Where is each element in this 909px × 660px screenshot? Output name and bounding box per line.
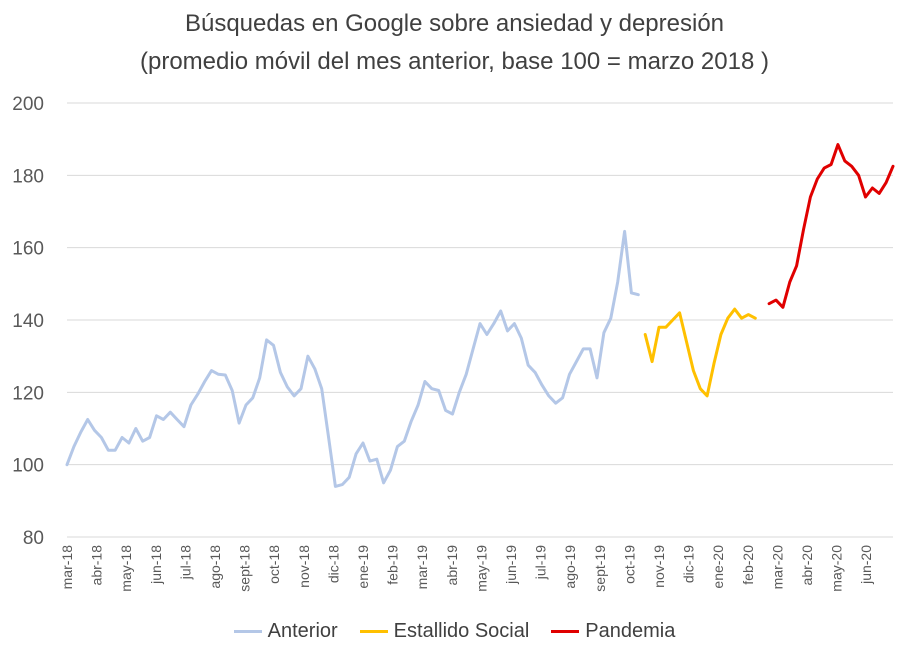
x-tick-label: jun-19 (503, 545, 519, 585)
gridlines (67, 102, 893, 538)
x-tick-label: jun-18 (148, 545, 164, 585)
x-tick-label: dic-18 (325, 545, 341, 583)
legend-item-anterior: Anterior (233, 620, 338, 643)
y-tick-label: 160 (12, 239, 44, 260)
x-tick-label: ago-19 (562, 545, 578, 589)
y-tick-label: 100 (12, 456, 44, 477)
y-tick-label: 80 (23, 528, 44, 549)
chart-title: Búsquedas en Google sobre ansiedad y dep… (184, 10, 725, 37)
x-tick-label: may-18 (118, 545, 134, 592)
x-tick-label: oct-18 (266, 545, 282, 584)
legend: Anterior Estallido Social Pandemia (0, 620, 909, 643)
x-tick-label: abr-19 (444, 545, 460, 586)
x-tick-label: abr-20 (799, 545, 815, 586)
x-axis-ticks: mar-18 abr-18 may-18 jun-18 jul-18 ago-18 sept… (59, 545, 874, 592)
x-tick-label: nov-19 (651, 545, 667, 588)
x-tick-label: jun-20 (858, 545, 874, 585)
x-tick-label: abr-18 (89, 545, 105, 586)
x-tick-label: sept-18 (237, 545, 253, 592)
legend-label-anterior: Anterior (267, 620, 338, 642)
y-axis-ticks: 80 100 120 140 160 180 200 (12, 94, 44, 549)
y-tick-label: 140 (12, 311, 44, 332)
x-tick-label: jul-18 (177, 545, 193, 580)
x-tick-label: may-20 (829, 545, 845, 592)
series-line-estallido-social (643, 307, 757, 398)
y-tick-label: 120 (12, 383, 44, 404)
y-tick-label: 180 (12, 166, 44, 187)
series-lines (65, 143, 895, 488)
legend-item-estallido-social: Estallido Social (359, 620, 530, 643)
legend-label-estallido-social: Estallido Social (393, 620, 530, 642)
y-tick-label: 200 (12, 94, 44, 115)
legend-item-pandemia: Pandemia (551, 620, 675, 643)
legend-swatch-anterior (233, 630, 262, 633)
x-tick-label: feb-20 (740, 545, 756, 585)
x-tick-label: mar-19 (414, 545, 430, 590)
series-line-pandemia (767, 143, 895, 309)
legend-swatch-pandemia (551, 630, 580, 633)
x-tick-label: jul-19 (533, 545, 549, 580)
x-tick-label: mar-20 (769, 545, 785, 590)
legend-swatch-estallido-social (359, 630, 388, 633)
x-tick-label: nov-18 (296, 545, 312, 588)
chart-subtitle: (promedio móvil del mes anterior, base 1… (140, 48, 769, 75)
x-tick-label: ene-19 (355, 545, 371, 589)
x-tick-label: oct-19 (621, 545, 637, 584)
x-tick-label: ago-18 (207, 545, 223, 589)
x-tick-label: sept-19 (592, 545, 608, 592)
x-tick-label: dic-19 (681, 545, 697, 583)
x-tick-label: feb-19 (385, 545, 401, 585)
legend-label-pandemia: Pandemia (585, 620, 676, 642)
x-tick-label: may-19 (473, 545, 489, 592)
x-tick-label: ene-20 (710, 545, 726, 589)
x-tick-label: mar-18 (59, 545, 75, 590)
series-line-anterior (65, 229, 640, 488)
